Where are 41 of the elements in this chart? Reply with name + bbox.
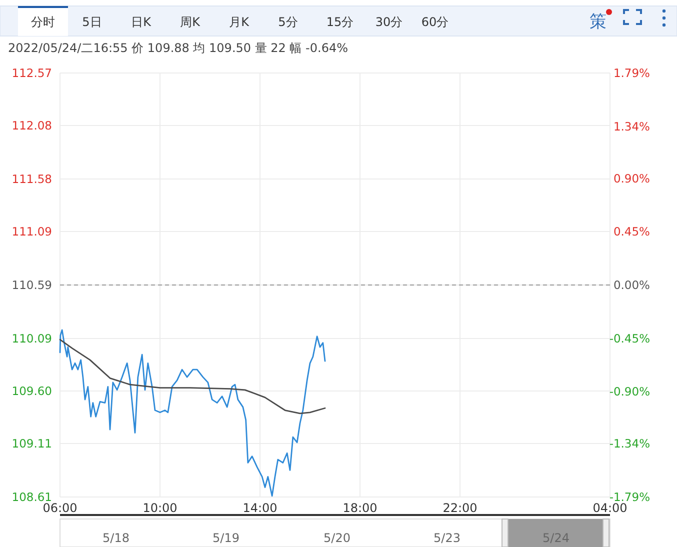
y2-tick-label: 1.79% bbox=[613, 66, 650, 80]
chart-subtitle: 2022/05/24/二16:55 价 109.88 均 109.50 量 22 幅 -0.64% bbox=[8, 41, 348, 55]
text: 60分 bbox=[421, 15, 449, 29]
y2-tick-label: 0.00% bbox=[613, 278, 650, 292]
y2-tick-label: 0.45% bbox=[613, 224, 650, 239]
text: 5分 bbox=[278, 15, 298, 29]
text: 策 bbox=[590, 12, 606, 32]
y-tick-label: 110.59 bbox=[12, 278, 52, 292]
text: 月K bbox=[229, 15, 250, 29]
x-tick-label: 22:00 bbox=[442, 501, 478, 515]
x-tick-label: 10:00 bbox=[142, 501, 178, 515]
x-tick-label: 06:00 bbox=[42, 501, 78, 515]
x-tick-label: 18:00 bbox=[342, 501, 378, 515]
line-series bbox=[59, 338, 326, 414]
y-tick-label: 112.08 bbox=[12, 118, 52, 132]
x-tick-label: 14:00 bbox=[242, 501, 278, 515]
text: 5/23 bbox=[434, 531, 460, 545]
text: 5/20 bbox=[324, 531, 350, 545]
text: 5/19 bbox=[212, 531, 240, 545]
y-tick-label: 111.58 bbox=[12, 172, 52, 186]
text: 5/18 bbox=[102, 531, 130, 545]
line-series bbox=[59, 329, 326, 497]
x-tick-label: 04:00 bbox=[592, 501, 628, 515]
y2-tick-label: 0.90% bbox=[613, 171, 650, 186]
y2-tick-label: -0.90% bbox=[609, 384, 650, 399]
text: 周K bbox=[180, 15, 202, 29]
y2-tick-label: -1.79% bbox=[609, 490, 650, 504]
text: 5日 bbox=[82, 15, 102, 29]
text: 分时 bbox=[31, 15, 55, 29]
y-tick-label: 111.09 bbox=[12, 224, 52, 238]
y2-tick-label: 1.34% bbox=[613, 119, 650, 134]
y2-tick-label: -0.45% bbox=[609, 331, 650, 346]
y-tick-label: 109.11 bbox=[12, 436, 52, 450]
y-tick-label: 109.60 bbox=[12, 384, 52, 398]
y-tick-label: 108.61 bbox=[12, 490, 52, 504]
text: 30分 bbox=[375, 15, 403, 29]
text: 15分 bbox=[326, 15, 354, 29]
y2-tick-label: -1.34% bbox=[609, 436, 650, 451]
text: 日K bbox=[131, 15, 152, 29]
y-tick-label: 110.09 bbox=[12, 332, 52, 346]
y-tick-label: 112.57 bbox=[12, 66, 52, 80]
